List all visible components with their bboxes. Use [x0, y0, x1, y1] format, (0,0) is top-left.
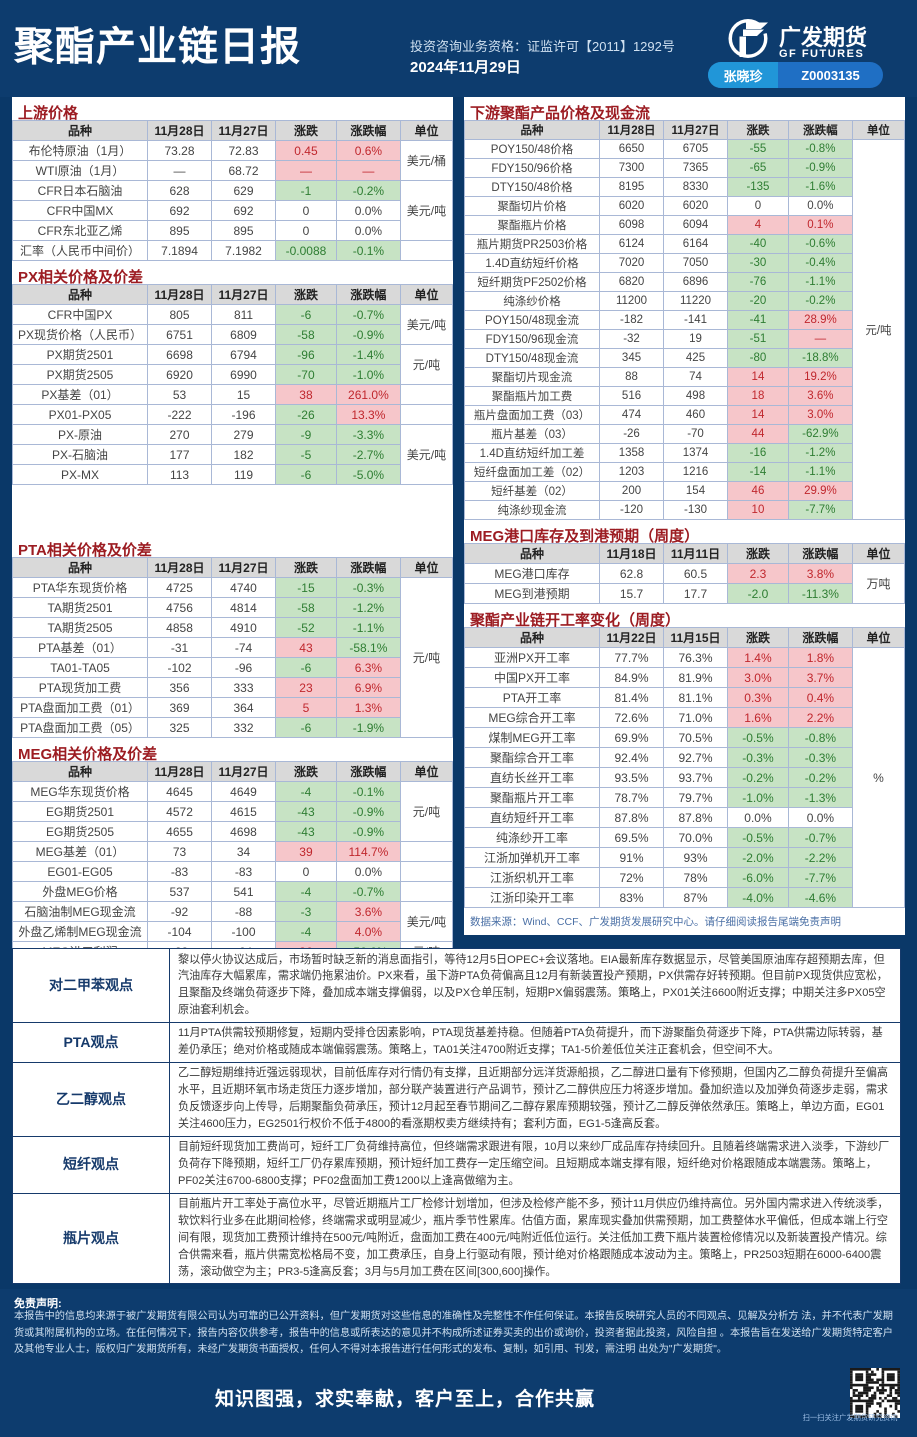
svg-text:广发期货: 广发期货: [779, 25, 867, 50]
svg-text:GF FUTURES: GF FUTURES: [779, 48, 864, 60]
